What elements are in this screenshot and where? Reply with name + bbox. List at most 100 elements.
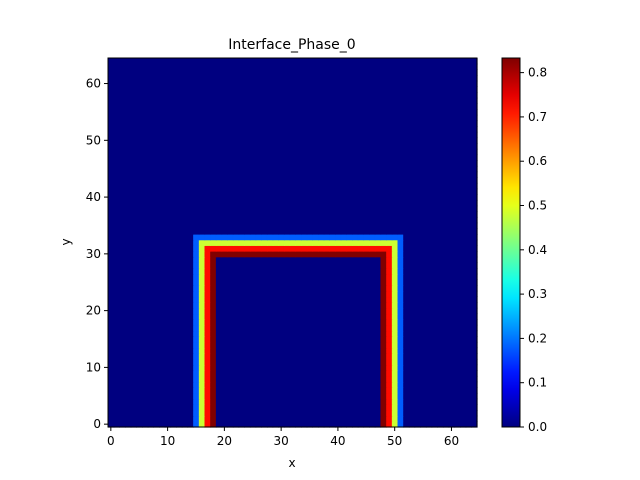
heatmap-cell — [408, 409, 416, 417]
heatmap-cell — [125, 398, 132, 405]
heatmap-cell — [227, 273, 234, 280]
heatmap-cell — [238, 375, 245, 383]
heatmap-cell — [198, 251, 206, 258]
heatmap-cell — [187, 148, 194, 156]
heatmap-cell — [318, 330, 325, 337]
heatmap-cell — [454, 160, 461, 167]
heatmap-cell — [465, 251, 472, 258]
heatmap-cell — [255, 194, 262, 201]
heatmap-cell — [232, 239, 240, 246]
heatmap-cell — [198, 114, 206, 122]
heatmap-cell — [397, 199, 404, 207]
heatmap-cell — [340, 114, 348, 122]
heatmap-cell — [125, 347, 132, 354]
heatmap-cell — [459, 154, 467, 161]
heatmap-cell — [312, 239, 319, 246]
heatmap-cell — [283, 364, 291, 371]
heatmap-cell — [318, 228, 325, 235]
heatmap-cell — [442, 370, 450, 377]
heatmap-cell — [176, 251, 183, 258]
heatmap-cell — [369, 319, 376, 326]
heatmap-cell — [312, 80, 319, 87]
heatmap-cell — [198, 290, 206, 298]
heatmap-cell — [164, 160, 172, 167]
heatmap-cell — [335, 358, 342, 366]
heatmap-cell — [272, 415, 279, 422]
heatmap-cell — [244, 256, 251, 263]
heatmap-cell — [125, 324, 132, 332]
heatmap-cell — [176, 387, 183, 394]
heatmap-cell — [187, 239, 194, 246]
heatmap-cell — [215, 409, 223, 417]
heatmap-cell — [323, 63, 330, 70]
heatmap-cell — [198, 126, 206, 133]
heatmap-cell — [420, 319, 427, 326]
heatmap-cell — [130, 398, 137, 405]
heatmap-cell — [301, 347, 308, 354]
heatmap-cell — [437, 387, 444, 394]
heatmap-cell — [391, 392, 399, 400]
heatmap-cell — [261, 251, 268, 258]
heatmap-cell — [386, 307, 393, 315]
heatmap-cell — [295, 222, 302, 229]
heatmap-cell — [181, 404, 189, 411]
heatmap-cell — [221, 392, 228, 400]
heatmap-cell — [363, 69, 370, 76]
heatmap-cell — [278, 154, 285, 161]
heatmap-cell — [170, 421, 177, 428]
heatmap-cell — [369, 120, 376, 127]
heatmap-cell — [380, 341, 387, 349]
heatmap-cell — [278, 239, 285, 246]
heatmap-cell — [465, 341, 472, 349]
heatmap-cell — [369, 75, 376, 82]
heatmap-cell — [329, 233, 336, 241]
heatmap-cell — [448, 148, 455, 156]
heatmap-cell — [142, 245, 149, 252]
heatmap-cell — [249, 398, 257, 405]
heatmap-cell — [323, 404, 330, 411]
heatmap-cell — [306, 199, 313, 207]
heatmap-cell — [238, 188, 245, 195]
heatmap-cell — [210, 239, 217, 246]
heatmap-cell — [442, 171, 450, 178]
heatmap-cell — [335, 421, 342, 428]
heatmap-cell — [363, 239, 370, 246]
heatmap-cell — [232, 347, 240, 354]
heatmap-cell — [442, 69, 450, 76]
heatmap-cell — [187, 199, 194, 207]
heatmap-cell — [153, 347, 160, 354]
heatmap-cell — [301, 336, 308, 343]
heatmap-cell — [442, 421, 450, 428]
heatmap-cell — [119, 137, 126, 144]
heatmap-cell — [306, 262, 313, 269]
heatmap-cell — [266, 375, 274, 383]
heatmap-cell — [471, 75, 478, 82]
heatmap-cell — [397, 336, 404, 343]
heatmap-cell — [335, 262, 342, 269]
y-tick-label: 60 — [86, 77, 101, 91]
heatmap-cell — [403, 160, 410, 167]
heatmap-cell — [198, 404, 206, 411]
heatmap-cell — [283, 319, 291, 326]
heatmap-cell — [425, 154, 433, 161]
heatmap-cell — [352, 97, 359, 105]
heatmap-cell — [448, 239, 455, 246]
heatmap-cell — [283, 296, 291, 303]
heatmap-cell — [408, 336, 416, 343]
heatmap-cell — [261, 421, 268, 428]
heatmap-cell — [278, 251, 285, 258]
heatmap-cell — [119, 387, 126, 394]
heatmap-cell — [181, 381, 189, 388]
heatmap-cell — [221, 109, 228, 116]
heatmap-cell — [437, 273, 444, 280]
heatmap-cell — [454, 114, 461, 122]
heatmap-cell — [238, 409, 245, 417]
heatmap-cell — [266, 336, 274, 343]
heatmap-cell — [249, 69, 257, 76]
heatmap-cell — [323, 75, 330, 82]
heatmap-cell — [465, 319, 472, 326]
heatmap-cell — [176, 63, 183, 70]
heatmap-cell — [221, 126, 228, 133]
heatmap-cell — [386, 409, 393, 417]
heatmap-cell — [306, 392, 313, 400]
